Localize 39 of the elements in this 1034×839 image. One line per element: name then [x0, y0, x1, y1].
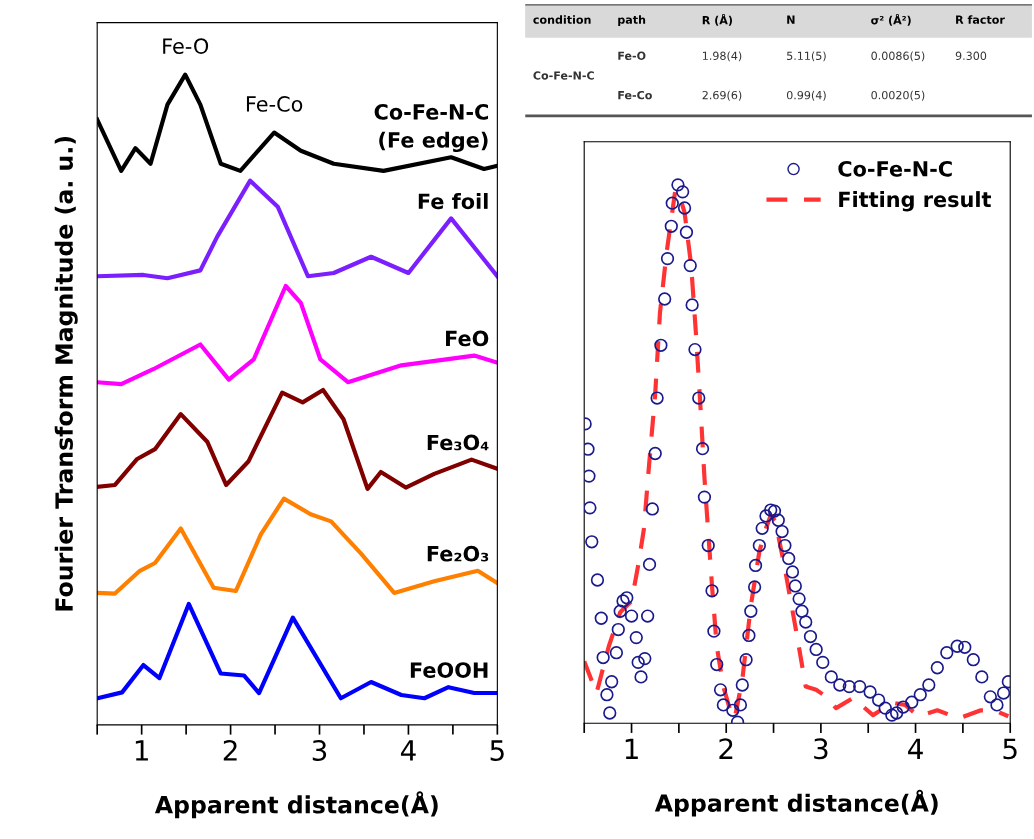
x-axis-title: Apparent distance(Å): [654, 789, 938, 817]
x-tick-label: 3: [312, 739, 327, 761]
text: 5.11(5): [787, 51, 826, 62]
text: Fe-Co: [618, 90, 652, 100]
legend-label: Fitting result: [839, 191, 991, 212]
series-label: Fe₃O₄: [427, 434, 489, 451]
text: Co-Fe-N-C: [533, 71, 594, 80]
y-axis-title: Fourier Transform Magnitude (a. u.): [54, 136, 78, 611]
x-tick-label: 5: [1003, 738, 1017, 760]
x-tick-label: 3: [814, 738, 828, 760]
x-tick-label: 4: [400, 740, 416, 761]
x-axis-title: Apparent distance(Å): [154, 791, 438, 819]
category-label: condition: [533, 15, 591, 24]
x-tick-label: 4: [908, 738, 923, 759]
x-tick-label: 2: [223, 739, 237, 761]
series-label: Co-Fe-N-C (Fe edge): [374, 104, 489, 153]
category-label: R (Å): [702, 13, 732, 26]
series-label: FeO: [446, 330, 489, 347]
series-label: FeOOH: [410, 662, 488, 678]
annotation: Fe-Co: [246, 96, 303, 112]
text: 1.98(4): [702, 51, 742, 62]
text: 0.0020(5): [871, 90, 925, 101]
series-label: Fe foil: [418, 193, 488, 210]
text: 0.0086(5): [871, 51, 925, 62]
text: 2.69(6): [702, 90, 742, 101]
legend-label: Co-Fe-N-C: [838, 160, 952, 177]
x-tick-label: 2: [719, 738, 733, 759]
category-label: N: [787, 15, 795, 24]
x-tick-label: 5: [490, 740, 504, 761]
category-label: path: [618, 15, 646, 27]
text: Fe-O: [618, 51, 646, 60]
x-tick-label: 1: [625, 738, 638, 759]
text: 9.300: [955, 51, 987, 60]
text: 0.99(4): [786, 90, 826, 101]
annotation: Fe-O: [163, 38, 209, 54]
category-label: R factor: [956, 15, 1005, 24]
series-label: Fe₂O₃: [427, 545, 489, 562]
x-tick-label: 1: [135, 740, 148, 761]
category-label: σ² (Å²): [871, 13, 911, 26]
